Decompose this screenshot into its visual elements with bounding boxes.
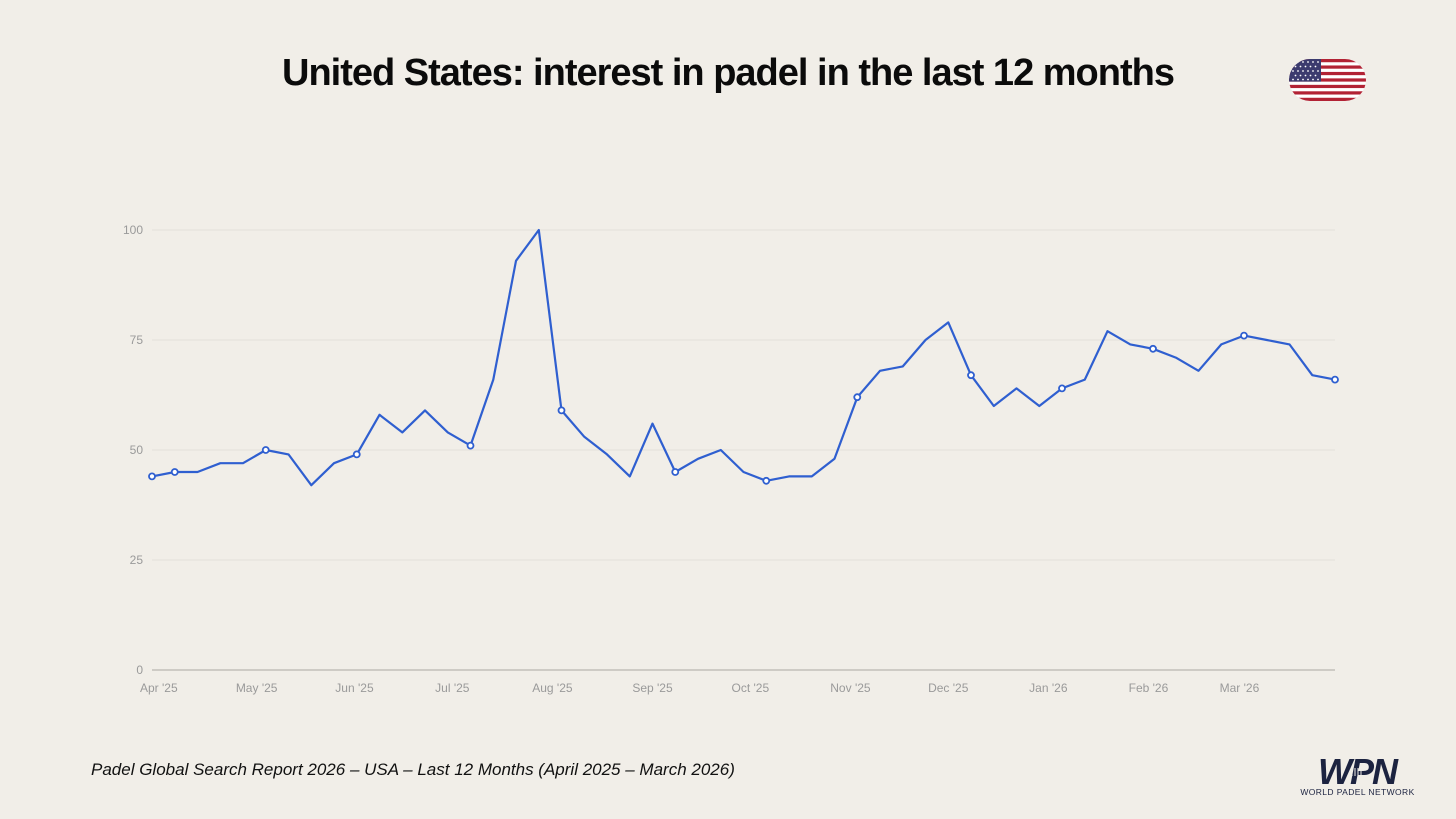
y-tick-label: 75: [130, 333, 144, 347]
data-point: [762, 476, 771, 485]
data-point: [1058, 384, 1066, 393]
x-tick-label: Jul '25: [435, 681, 470, 695]
data-point: [1240, 331, 1248, 340]
x-tick-label: Nov '25: [830, 681, 871, 695]
data-point: [352, 450, 361, 459]
series-line: [150, 228, 1337, 487]
data-point: [1149, 344, 1157, 353]
x-tick-label: May '25: [236, 681, 278, 695]
data-point: [170, 468, 179, 476]
x-tick-label: Sep '25: [632, 681, 673, 695]
x-tick-label: Jan '26: [1029, 681, 1068, 695]
data-point: [148, 472, 156, 481]
x-tick-label: Mar '26: [1220, 681, 1260, 695]
y-tick-label: 0: [136, 663, 143, 677]
data-point: [967, 371, 975, 380]
x-tick-label: Oct '25: [732, 681, 770, 695]
x-axis-ticks: Apr '25 May '25 Jun '25 Jul '25 Aug '25 Sep '…: [140, 681, 1260, 695]
logo-tagline: WORLD PADEL NETWORK: [1300, 787, 1415, 797]
data-point: [261, 446, 270, 454]
svg-text:WPN: WPN: [1318, 756, 1399, 786]
y-tick-label: 100: [123, 223, 143, 237]
data-point: [671, 468, 680, 476]
series-layer: [148, 228, 1339, 487]
chart-title: United States: interest in padel in the …: [282, 52, 1175, 94]
us-flag-icon: [1289, 59, 1366, 101]
data-point: [557, 406, 566, 415]
x-tick-label: Feb '26: [1129, 681, 1169, 695]
y-tick-label: 25: [130, 553, 144, 567]
data-point: [466, 441, 475, 450]
y-axis-ticks: 0 25 50 75 100: [123, 223, 143, 677]
grid-lines: [152, 229, 1335, 671]
data-point: [1331, 375, 1339, 384]
y-tick-label: 50: [130, 443, 144, 457]
x-tick-label: Jun '25: [335, 681, 374, 695]
x-tick-label: Dec '25: [928, 681, 969, 695]
wpn-logo: WPN WORLD PADEL NETWORK: [1280, 756, 1435, 798]
source-caption: Padel Global Search Report 2026 – USA – …: [91, 760, 735, 779]
x-tick-label: Aug '25: [532, 681, 573, 695]
data-point: [853, 393, 862, 402]
x-tick-label: Apr '25: [140, 681, 178, 695]
